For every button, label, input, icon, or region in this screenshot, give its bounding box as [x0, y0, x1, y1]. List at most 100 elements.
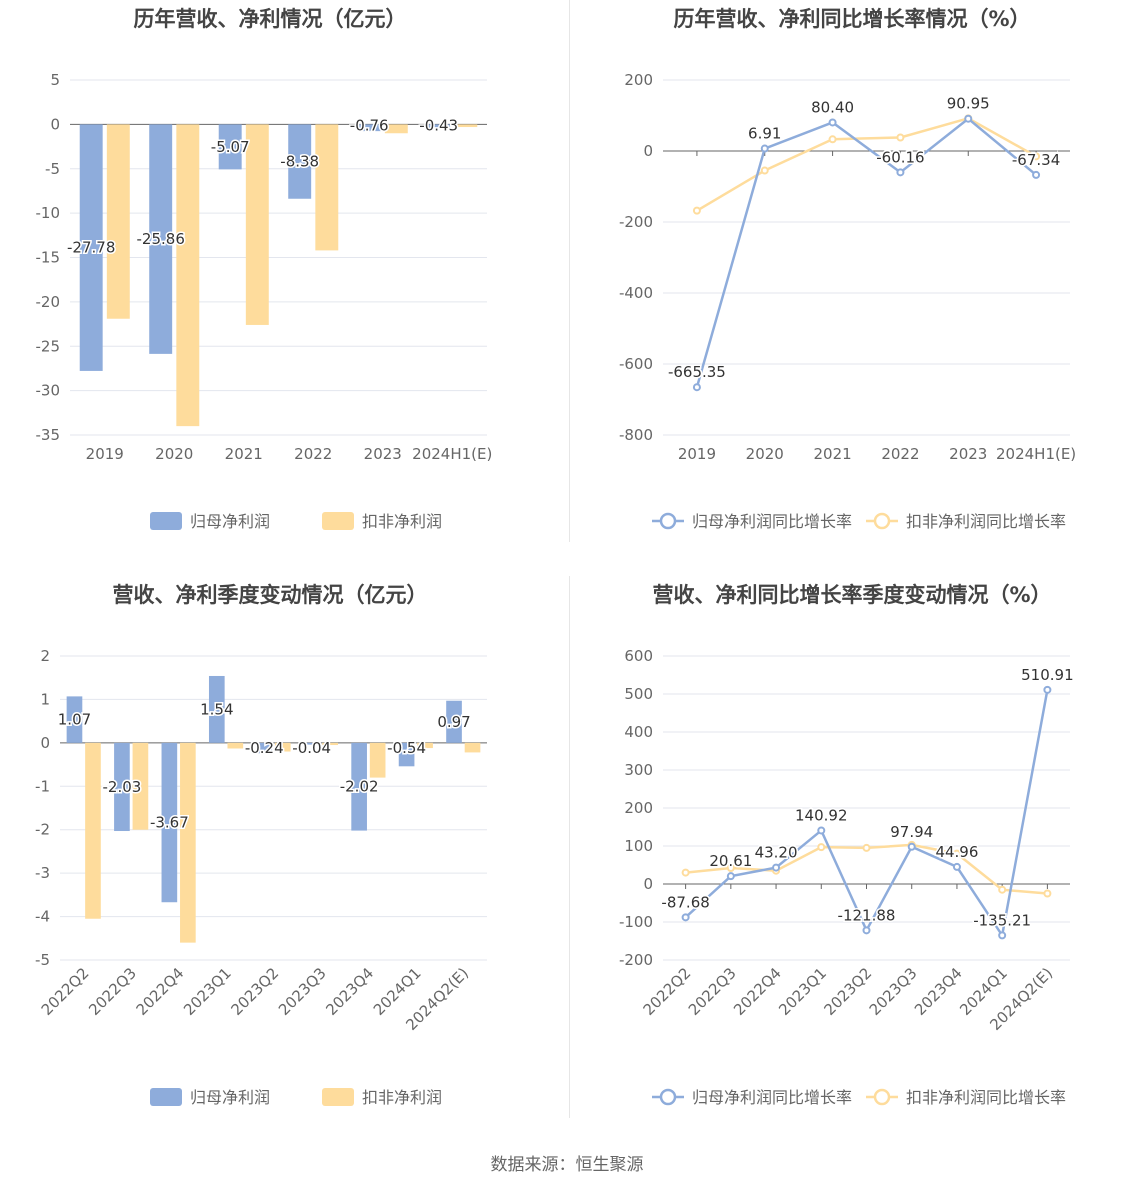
data-point: [760, 166, 769, 175]
legend-label: 扣非净利润: [362, 512, 442, 531]
data-point: [726, 864, 735, 873]
legend-label: 归母净利润同比增长率: [692, 1088, 852, 1107]
y-tick-label: -600: [619, 355, 653, 373]
legend-label: 归母净利润同比增长率: [692, 512, 852, 531]
bar: [384, 124, 408, 134]
data-label: -5.07: [211, 138, 250, 156]
data-label: -0.54: [387, 739, 426, 757]
series-line: [696, 116, 1037, 212]
data-label: -60.16: [876, 148, 924, 166]
data-label: -27.78: [67, 239, 115, 257]
chart-svg: 历年营收、净利同比增长率情况（%） 200 0 -200 -400 -600 -800 201…: [619, 7, 1076, 531]
x-tick-label: 2021: [813, 445, 851, 463]
data-point: [862, 843, 871, 852]
y-tick-label: -400: [619, 284, 653, 302]
y-tick-label: 300: [624, 761, 653, 779]
data-label: -67.34: [1012, 151, 1060, 169]
y-tick-label: -4: [35, 908, 50, 926]
data-point: [1043, 685, 1052, 694]
data-label: 80.40: [811, 98, 854, 116]
bar: [427, 124, 451, 129]
bar: [208, 675, 225, 743]
chart-svg: 营收、净利同比增长率季度变动情况（%） 600 500 400 300 200 100 0 -1…: [619, 583, 1075, 1107]
legend-label: 扣非净利润: [362, 1088, 442, 1107]
y-tick-label: -2: [35, 821, 50, 839]
y-tick-label: 5: [50, 71, 60, 89]
x-tick-label: 2023Q2: [821, 964, 876, 1019]
data-label: 140.92: [795, 806, 848, 824]
data-source-label: 数据来源：恒生聚源: [490, 1155, 644, 1175]
bar: [274, 742, 291, 752]
bar: [114, 742, 130, 832]
x-tick-label: 2022Q3: [685, 964, 740, 1019]
bar: [227, 742, 244, 749]
bar: [446, 700, 462, 743]
y-tick-label: -200: [619, 951, 653, 969]
y-tick-label: 0: [643, 875, 653, 893]
legend-item: 归母净利润同比增长率: [652, 512, 852, 531]
y-tick-label: 200: [624, 71, 653, 89]
bar: [464, 742, 481, 753]
data-label: -121.88: [838, 906, 896, 924]
annual-growth-chart: 历年营收、净利同比增长率情况（%） 200 0 -200 -400 -600 -800 201…: [567, 0, 1134, 576]
legend-item: 扣非净利润同比增长率: [866, 512, 1066, 531]
x-tick-label: 2022: [881, 445, 919, 463]
x-tick-label: 2023Q3: [275, 964, 330, 1019]
y-tick-label: -5: [35, 951, 50, 969]
y-tick-label: -800: [619, 426, 653, 444]
bar: [132, 742, 149, 830]
x-tick-label: 2019: [678, 445, 716, 463]
data-label: -0.76: [350, 116, 389, 134]
x-tick-label: 2024H1(E): [996, 445, 1076, 463]
data-point: [952, 862, 961, 871]
data-point: [896, 133, 905, 142]
data-point: [828, 118, 837, 127]
y-tick-label: -30: [36, 382, 61, 400]
data-point: [772, 863, 781, 872]
data-label: -2.03: [103, 778, 142, 796]
data-label: -25.86: [137, 230, 185, 248]
data-label: -2.02: [340, 778, 379, 796]
y-tick-label: -100: [619, 913, 653, 931]
bar: [176, 124, 200, 427]
legend-item: 扣非净利润: [322, 1088, 442, 1107]
bar: [256, 742, 273, 754]
data-label: -0.43: [419, 116, 458, 134]
legend-item: 归母净利润: [150, 512, 270, 531]
y-tick-label: -5: [45, 160, 60, 178]
x-tick-label: 2023: [949, 445, 987, 463]
data-point: [817, 826, 826, 835]
x-tick-label: 2023: [364, 445, 402, 463]
y-tick-label: 600: [624, 647, 653, 665]
y-tick-label: -1: [35, 777, 50, 795]
series-line: [695, 117, 1037, 388]
data-label: -0.24: [245, 739, 284, 757]
x-tick-label: 2021: [225, 445, 263, 463]
bar: [288, 124, 312, 199]
data-point: [692, 383, 701, 392]
y-tick-label: 0: [40, 734, 50, 752]
data-point: [817, 843, 826, 852]
data-label: 510.91: [1021, 666, 1074, 684]
y-tick-label: -25: [36, 337, 61, 355]
x-tick-label: 2022Q4: [133, 964, 188, 1019]
legend-item: 扣非净利润: [322, 512, 442, 531]
y-tick-label: -35: [36, 426, 61, 444]
x-tick-label: 2022Q4: [730, 964, 785, 1019]
data-point: [907, 842, 916, 851]
data-label: 1.07: [58, 711, 91, 729]
data-label: 0.97: [437, 713, 470, 731]
data-point: [1032, 170, 1041, 179]
bar: [369, 742, 386, 778]
data-label: -3.67: [150, 814, 189, 832]
bar: [218, 124, 242, 170]
data-point: [828, 135, 837, 144]
data-label: 1.54: [200, 700, 233, 718]
chart-title: 历年营收、净利情况（亿元）: [134, 7, 407, 31]
y-tick-label: 1: [40, 690, 50, 708]
y-tick-label: 0: [643, 142, 653, 160]
x-tick-label: 2020: [155, 445, 193, 463]
divider-bottom: [569, 576, 570, 1118]
data-point: [692, 206, 701, 215]
quarterly-profit-chart: 营收、净利季度变动情况（亿元） 2 1 0 -1 -2 -3 -4 -5 2022Q2 2022Q3…: [0, 576, 567, 1152]
